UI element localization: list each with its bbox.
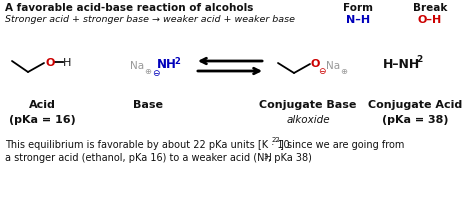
Text: H: H [63, 58, 72, 68]
Text: NH: NH [157, 58, 177, 71]
Text: 2: 2 [416, 55, 422, 64]
Text: ⊕: ⊕ [340, 67, 347, 76]
Text: Conjugate Acid: Conjugate Acid [368, 100, 462, 110]
Text: ⊖: ⊖ [152, 68, 159, 77]
Text: Acid: Acid [28, 100, 55, 110]
Text: O–H: O–H [418, 15, 442, 25]
Text: Form: Form [343, 3, 373, 13]
Text: N–H: N–H [346, 15, 370, 25]
Text: Base: Base [133, 100, 163, 110]
Text: ] since we are going from: ] since we are going from [280, 139, 404, 149]
Text: This equilibrium is favorable by about 22 pKa units [K · 10: This equilibrium is favorable by about 2… [5, 139, 290, 149]
Text: Stronger acid + stronger base → weaker acid + weaker base: Stronger acid + stronger base → weaker a… [5, 15, 295, 24]
Text: Break: Break [413, 3, 447, 13]
Text: Na: Na [130, 61, 144, 71]
Text: , pKa 38): , pKa 38) [268, 152, 312, 162]
Text: 3: 3 [263, 153, 267, 159]
Text: 2: 2 [174, 56, 180, 65]
Text: ⊕: ⊕ [144, 67, 151, 76]
Text: alkoxide: alkoxide [286, 114, 330, 124]
Text: ⊖: ⊖ [318, 66, 326, 75]
Text: H–NH: H–NH [383, 58, 420, 71]
Text: O: O [311, 59, 320, 69]
Text: Na: Na [326, 61, 340, 71]
Text: a stronger acid (ethanol, pKa 16) to a weaker acid (NH: a stronger acid (ethanol, pKa 16) to a w… [5, 152, 272, 162]
Text: (pKa = 16): (pKa = 16) [9, 114, 75, 124]
Text: Conjugate Base: Conjugate Base [259, 100, 357, 110]
Text: 22: 22 [272, 136, 281, 142]
Text: (pKa = 38): (pKa = 38) [382, 114, 448, 124]
Text: A favorable acid-base reaction of alcohols: A favorable acid-base reaction of alcoho… [5, 3, 254, 13]
Text: O: O [46, 58, 55, 68]
